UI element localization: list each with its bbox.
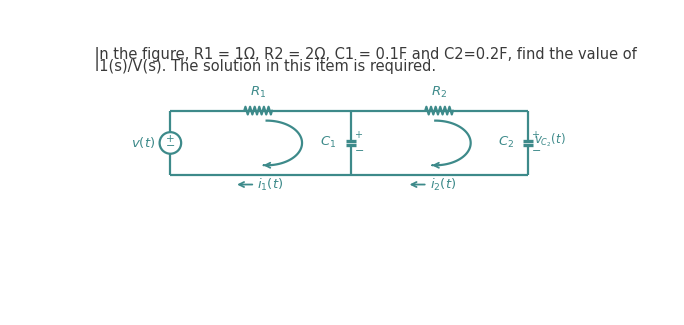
Text: −: − [166, 141, 175, 151]
Text: +: + [166, 135, 174, 145]
Text: +: + [354, 130, 363, 140]
Text: $i_2(t)$: $i_2(t)$ [430, 176, 456, 193]
Text: $i_1(t)$: $i_1(t)$ [257, 176, 284, 193]
Text: $C_1$: $C_1$ [320, 136, 337, 150]
Text: −: − [354, 147, 364, 156]
Text: $R_2$: $R_2$ [431, 85, 447, 100]
Text: $v_{C_2}(t)$: $v_{C_2}(t)$ [534, 131, 566, 149]
Text: $C_2$: $C_2$ [498, 136, 514, 150]
Text: $v(t)$: $v(t)$ [131, 136, 155, 150]
Text: In the figure, R1 = 1Ω, R2 = 2Ω, C1 = 0.1F and C2=0.2F, find the value of: In the figure, R1 = 1Ω, R2 = 2Ω, C1 = 0.… [95, 47, 637, 62]
Text: −: − [531, 147, 541, 156]
Text: $R_1$: $R_1$ [250, 85, 266, 100]
Text: I1(s)/V(s). The solution in this item is required.: I1(s)/V(s). The solution in this item is… [95, 59, 436, 74]
Text: +: + [531, 130, 540, 140]
